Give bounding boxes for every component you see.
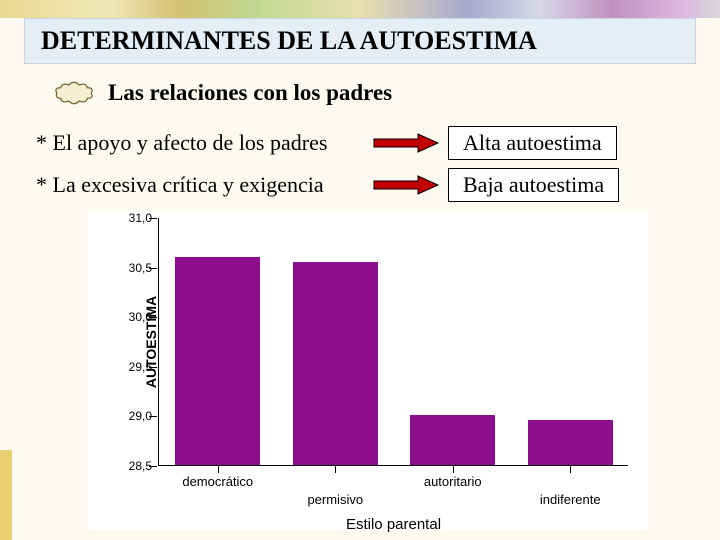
y-tick-label: 30,0 [112, 310, 152, 324]
page-title: DETERMINANTES DE LA AUTOESTIMA [41, 26, 537, 56]
x-tick [218, 465, 219, 473]
bar [175, 257, 260, 465]
decorative-side-stripe [0, 450, 12, 540]
title-bar: DETERMINANTES DE LA AUTOESTIMA [24, 18, 696, 64]
x-tick-label: permisivo [307, 492, 363, 507]
cloud-icon [54, 81, 94, 105]
arrow-icon [366, 132, 448, 154]
bar [293, 262, 378, 465]
y-tick-label: 30,5 [112, 261, 152, 275]
x-tick-label: indiferente [540, 492, 601, 507]
result-box-1: Alta autoestima [448, 126, 617, 160]
bullet-2-text: * La excesiva crítica y exigencia [36, 172, 366, 198]
y-axis-title: AUTOESTIMA [143, 295, 159, 387]
x-tick [335, 465, 336, 473]
y-tick-label: 29,5 [112, 360, 152, 374]
section-row: Las relaciones con los padres [54, 80, 392, 106]
bar [528, 420, 613, 465]
y-tick-label: 31,0 [112, 211, 152, 225]
x-tick-label: democrático [182, 474, 253, 489]
section-label: Las relaciones con los padres [108, 80, 392, 106]
chart-area: AUTOESTIMA Estilo parental 28,5 29,0 29,5 3… [88, 212, 648, 530]
y-tick-label: 28,5 [112, 459, 152, 473]
bullet-row-2: * La excesiva crítica y exigencia Baja a… [36, 168, 696, 202]
chart-plot: AUTOESTIMA Estilo parental 28,529,029,53… [158, 218, 628, 466]
bullet-row-1: * El apoyo y afecto de los padres Alta a… [36, 126, 696, 160]
x-tick-label: autoritario [424, 474, 482, 489]
arrow-icon [366, 174, 448, 196]
x-tick [453, 465, 454, 473]
x-axis-title: Estilo parental [346, 516, 441, 533]
result-box-2: Baja autoestima [448, 168, 619, 202]
x-tick [570, 465, 571, 473]
bar [410, 415, 495, 465]
bullet-1-text: * El apoyo y afecto de los padres [36, 130, 366, 156]
decorative-top-strip [0, 0, 720, 18]
y-tick-label: 29,0 [112, 409, 152, 423]
